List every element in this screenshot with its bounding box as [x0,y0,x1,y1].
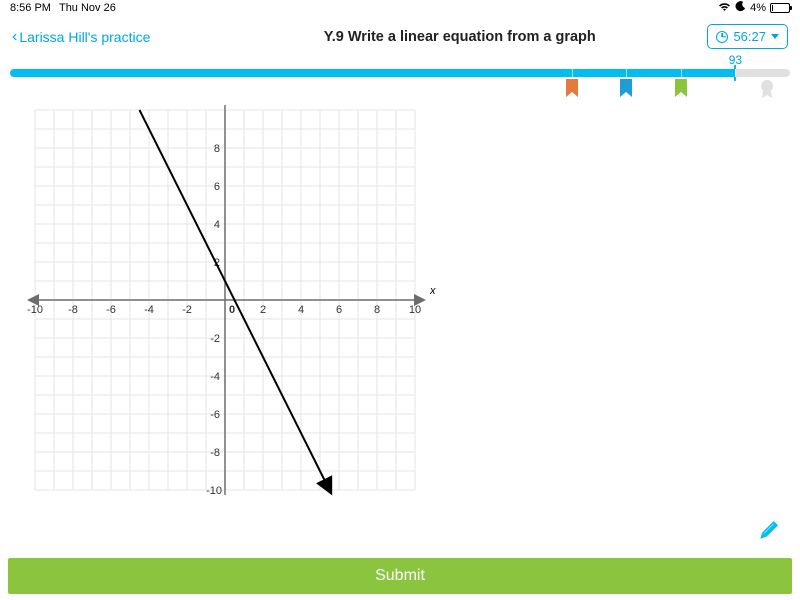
status-left: 8:56 PM Thu Nov 26 [10,2,116,14]
x-tick-labels: -10 -8 -6 -4 -2 2 4 6 8 10 [27,304,421,316]
nav-header: ‹ Larissa Hill's practice Y.9 Write a li… [0,16,800,53]
page-title: Y.9 Write a linear equation from a graph [212,29,707,45]
ribbon-icon [620,79,632,97]
graph-container: -10 -8 -6 -4 -2 2 4 6 8 10 0 8 6 4 2 -2 -4 -6 -8 -10 x [0,101,800,515]
battery-fill [772,5,773,11]
timer-button[interactable]: 56:27 [707,24,788,49]
svg-text:4: 4 [214,219,220,231]
svg-text:6: 6 [214,181,220,193]
back-label: Larissa Hill's practice [19,29,150,45]
clock-icon [716,31,728,43]
submit-button[interactable]: Submit [8,558,792,594]
svg-text:-6: -6 [210,409,220,421]
progress-area: 93 [0,69,800,101]
rosette-icon [759,79,775,99]
svg-text:-2: -2 [182,304,192,316]
svg-text:4: 4 [298,304,304,316]
coordinate-graph[interactable]: -10 -8 -6 -4 -2 2 4 6 8 10 0 8 6 4 2 -2 -4 -6 -8 -10 x [10,105,440,515]
ribbons-row [10,79,790,101]
svg-text:-8: -8 [210,447,220,459]
status-date: Thu Nov 26 [59,2,116,14]
origin-label: 0 [229,304,235,316]
svg-text:-10: -10 [27,304,43,316]
battery-icon [770,3,790,13]
chevron-left-icon: ‹ [12,29,17,45]
svg-text:2: 2 [260,304,266,316]
svg-text:-2: -2 [210,333,220,345]
ribbon-icon [566,79,578,97]
svg-text:8: 8 [214,143,220,155]
status-right: 4% [718,1,790,15]
svg-text:6: 6 [336,304,342,316]
moon-icon [735,1,746,15]
pencil-button[interactable] [754,517,782,550]
svg-text:-4: -4 [144,304,154,316]
status-time: 8:56 PM [10,2,51,14]
wifi-icon [718,2,731,15]
progress-bar [10,69,790,77]
svg-text:8: 8 [374,304,380,316]
y-tick-labels: 8642 -2-4-6-8-10 [206,143,222,497]
submit-label: Submit [375,567,425,585]
svg-text:-10: -10 [206,485,222,497]
svg-text:-4: -4 [210,371,220,383]
svg-text:-8: -8 [68,304,78,316]
svg-text:10: 10 [409,304,421,316]
ribbon-icon [675,79,687,97]
timer-value: 56:27 [733,29,766,44]
x-axis-label: x [429,285,436,297]
battery-pct: 4% [750,2,766,14]
graph-panel: -10 -8 -6 -4 -2 2 4 6 8 10 0 8 6 4 2 -2 -4 -6 -8 -10 x [10,105,440,515]
back-button[interactable]: ‹ Larissa Hill's practice [12,29,212,45]
chevron-down-icon [771,34,779,39]
svg-text:-6: -6 [106,304,116,316]
device-status-bar: 8:56 PM Thu Nov 26 4% [0,0,800,16]
